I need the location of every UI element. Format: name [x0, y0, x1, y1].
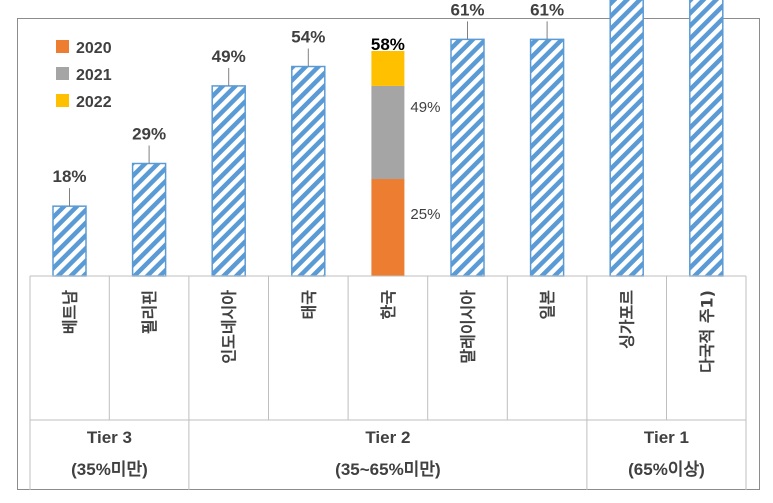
bar-value-label: 49% — [212, 47, 246, 66]
category-label: 필리핀 — [140, 290, 159, 334]
bar-segment-2022 — [371, 51, 405, 86]
category-axis: 베트남 필리핀 인도네시아 태국 한국 말레이시아 일본 싱가포르 다국적 주1) Tier 3 (… — [29, 275, 747, 490]
group-label: Tier 3 — [87, 428, 132, 447]
bar-value-label: 58% — [371, 35, 405, 54]
bar — [450, 38, 485, 277]
legend-label: 2020 — [76, 40, 112, 57]
bars-layer: 18%29%49%54%25%49%58%61%61%82%86% — [52, 0, 724, 277]
legend-swatch — [56, 67, 69, 80]
group-sublabel: (35~65%미만) — [335, 460, 440, 479]
bar-value-label: 54% — [291, 28, 325, 47]
bar-value-label: 61% — [450, 0, 484, 19]
legend-swatch — [56, 94, 69, 107]
category-label: 말레이시아 — [459, 290, 478, 364]
bar — [529, 38, 565, 277]
category-label: 일본 — [538, 290, 557, 320]
category-label: 인도네시아 — [220, 290, 239, 364]
bar — [291, 65, 326, 277]
segment-label-2021: 49% — [410, 99, 440, 116]
bar-segment-2021 — [371, 85, 405, 180]
legend: 2020 2021 2022 — [56, 40, 112, 111]
legend-swatch — [56, 40, 69, 53]
group-label: Tier 2 — [365, 428, 410, 447]
category-label: 베트남 — [61, 290, 80, 334]
bar-value-label: 29% — [132, 125, 166, 144]
bar-value-label: 18% — [52, 167, 86, 186]
bar — [52, 205, 87, 277]
category-label: 태국 — [299, 290, 318, 320]
bar — [609, 0, 644, 277]
legend-label: 2022 — [76, 94, 112, 111]
category-label: 한국 — [379, 290, 398, 320]
category-label: 싱가포르 — [618, 290, 637, 349]
chart-frame — [17, 18, 760, 490]
group-label: Tier 1 — [644, 428, 689, 447]
bar-segment-2020 — [371, 179, 405, 276]
bar — [689, 0, 724, 277]
segment-label-2020: 25% — [410, 206, 440, 223]
group-sublabel: (35%미만) — [71, 460, 148, 479]
bar — [211, 85, 246, 277]
bar — [131, 162, 167, 277]
group-sublabel: (65%이상) — [628, 460, 705, 479]
category-label: 다국적 주1) — [697, 290, 716, 373]
bar-value-label: 61% — [530, 0, 564, 19]
legend-label: 2021 — [76, 67, 112, 84]
